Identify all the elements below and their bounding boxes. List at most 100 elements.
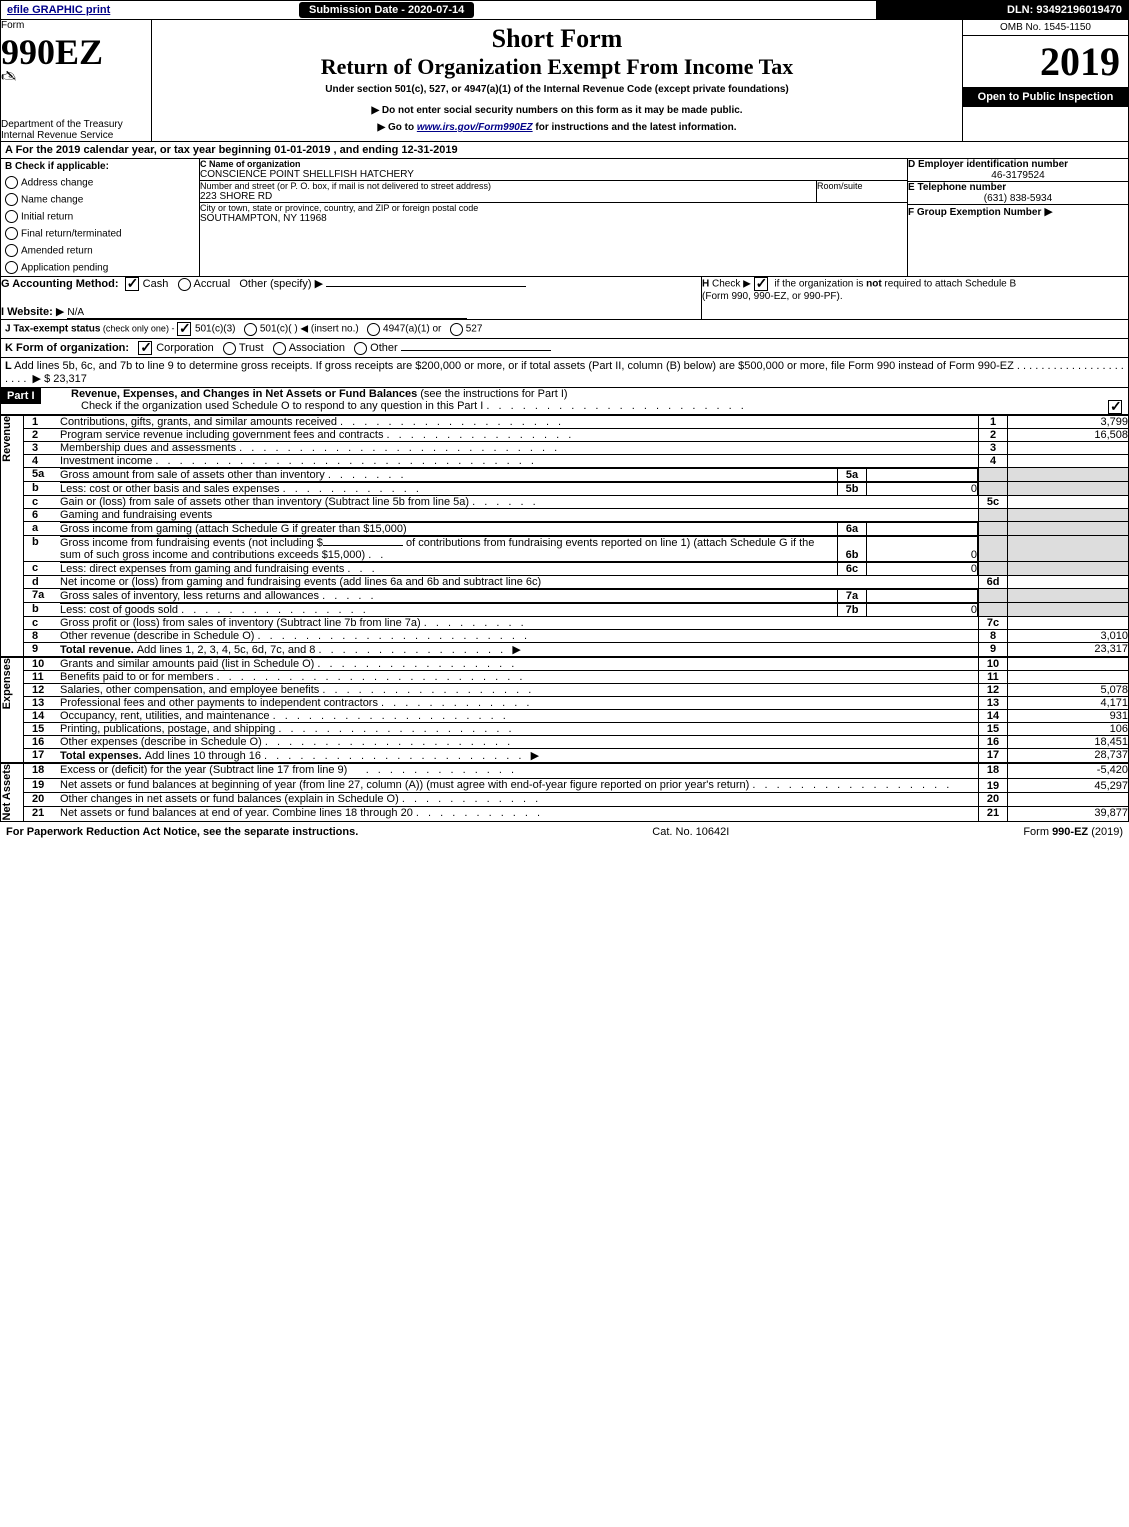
initial-return-radio[interactable] xyxy=(5,210,18,223)
F-label: F Group Exemption Number xyxy=(908,207,1041,218)
line-21-value: 39,877 xyxy=(1008,807,1129,821)
L-amount: $ 23,317 xyxy=(44,373,87,385)
amended-return-radio[interactable] xyxy=(5,244,18,257)
street-value: 223 SHORE RD xyxy=(200,191,816,202)
irs-label: Internal Revenue Service xyxy=(1,130,151,141)
opt-name-change: Name change xyxy=(21,194,83,205)
part-1-header: Part I Revenue, Expenses, and Changes in… xyxy=(1,388,1128,415)
netassets-section-label: Net Assets xyxy=(1,764,13,820)
j-501c3-checkbox[interactable] xyxy=(177,322,191,336)
opt-address-change: Address change xyxy=(21,177,93,188)
H-label: H xyxy=(702,279,709,290)
short-form-title: Short Form xyxy=(160,24,954,54)
revenue-section-label: Revenue xyxy=(1,416,13,462)
line-16-value: 18,451 xyxy=(1008,736,1129,749)
other-label: Other (specify) xyxy=(239,278,311,290)
address-change-radio[interactable] xyxy=(5,176,18,189)
E-label: E Telephone number xyxy=(908,182,1128,193)
line-17-value: 28,737 xyxy=(1008,749,1129,764)
note-no-ssn: ▶ Do not enter social security numbers o… xyxy=(160,105,954,116)
line-5b-value: 0 xyxy=(867,483,978,496)
submission-date-button[interactable]: Submission Date - 2020-07-14 xyxy=(299,2,474,18)
line-9-value: 23,317 xyxy=(1008,643,1129,657)
row-GH: G Accounting Method: Cash Accrual Other … xyxy=(1,277,1128,320)
final-return-radio[interactable] xyxy=(5,227,18,240)
line-7b-value: 0 xyxy=(867,604,978,617)
note-goto: ▶ Go to www.irs.gov/Form990EZ for instru… xyxy=(160,122,954,133)
room-label: Room/suite xyxy=(817,181,907,191)
row-K: K Form of organization: Corporation Trus… xyxy=(1,339,1128,358)
open-to-public: Open to Public Inspection xyxy=(963,87,1128,107)
H-checkbox[interactable] xyxy=(754,277,768,291)
row-J: J Tax-exempt status (check only one) - 5… xyxy=(1,320,1128,339)
line-13-value: 4,171 xyxy=(1008,697,1129,710)
H-subtext: (Form 990, 990-EZ, or 990-PF). xyxy=(702,291,1128,302)
line-1-value: 3,799 xyxy=(1008,416,1129,429)
line-2-value: 16,508 xyxy=(1008,429,1129,442)
application-pending-radio[interactable] xyxy=(5,261,18,274)
line-8-value: 3,010 xyxy=(1008,630,1129,643)
B-label: B Check if applicable: xyxy=(5,161,195,172)
page-footer: For Paperwork Reduction Act Notice, see … xyxy=(0,822,1129,842)
j-527-radio[interactable] xyxy=(450,323,463,336)
row-L: L Add lines 5b, 6c, and 7b to line 9 to … xyxy=(1,358,1128,388)
row-A: A For the 2019 calendar year, or tax yea… xyxy=(1,142,1128,159)
opt-initial-return: Initial return xyxy=(21,211,73,222)
line-12-value: 5,078 xyxy=(1008,684,1129,697)
G-label: G Accounting Method: xyxy=(1,278,119,290)
k-other-input[interactable] xyxy=(401,350,551,351)
main-title: Return of Organization Exempt From Incom… xyxy=(160,54,954,80)
form-word: Form xyxy=(1,20,151,31)
financial-lines-table: Revenue 1 Contributions, gifts, grants, … xyxy=(1,415,1128,820)
footer-right: Form 990-EZ (2019) xyxy=(1023,826,1123,838)
form-year: 2019 xyxy=(963,36,1128,87)
j-4947-radio[interactable] xyxy=(367,323,380,336)
j-501c-radio[interactable] xyxy=(244,323,257,336)
part-1-tab: Part I xyxy=(1,388,41,404)
org-name: CONSCIENCE POINT SHELLFISH HATCHERY xyxy=(200,169,907,180)
D-label: D Employer identification number xyxy=(908,159,1128,170)
I-label: I Website: xyxy=(1,306,56,318)
opt-amended-return: Amended return xyxy=(21,245,93,256)
footer-left: For Paperwork Reduction Act Notice, see … xyxy=(6,826,358,838)
cash-checkbox[interactable] xyxy=(125,277,139,291)
k-corp-checkbox[interactable] xyxy=(138,341,152,355)
street-label: Number and street (or P. O. box, if mail… xyxy=(200,181,816,191)
efile-link[interactable]: efile GRAPHIC print xyxy=(7,4,110,16)
opt-application-pending: Application pending xyxy=(21,262,108,273)
line-18-value: -5,420 xyxy=(1008,763,1129,778)
phone-value: (631) 838-5934 xyxy=(908,193,1128,204)
dln-value: 93492196019470 xyxy=(1036,4,1122,16)
city-label: City or town, state or province, country… xyxy=(200,203,907,213)
dln-label: DLN: xyxy=(1007,4,1036,16)
name-change-radio[interactable] xyxy=(5,193,18,206)
cash-label: Cash xyxy=(143,278,169,290)
accrual-radio[interactable] xyxy=(178,278,191,291)
line-6b-value: 0 xyxy=(867,537,978,562)
dept-treasury: Department of the Treasury xyxy=(1,119,151,130)
line-15-value: 106 xyxy=(1008,723,1129,736)
line-19-value: 45,297 xyxy=(1008,778,1129,792)
subtitle: Under section 501(c), 527, or 4947(a)(1)… xyxy=(160,84,954,95)
k-other-radio[interactable] xyxy=(354,342,367,355)
website-value: N/A xyxy=(67,307,467,319)
F-arrow: ▶ xyxy=(1044,206,1052,218)
k-assoc-radio[interactable] xyxy=(273,342,286,355)
footer-mid: Cat. No. 10642I xyxy=(652,826,729,838)
omb-number: OMB No. 1545-1150 xyxy=(963,20,1128,36)
city-value: SOUTHAMPTON, NY 11968 xyxy=(200,213,907,224)
top-meta-bar: efile GRAPHIC print Submission Date - 20… xyxy=(1,1,1128,20)
other-specify-input[interactable] xyxy=(326,286,526,287)
accrual-label: Accrual xyxy=(194,278,231,290)
schedule-o-checkbox[interactable] xyxy=(1108,400,1122,414)
C-label: C Name of organization xyxy=(200,159,907,169)
form-header: Form 990EZ 🖎 Department of the Treasury … xyxy=(1,20,1128,142)
opt-final-return: Final return/terminated xyxy=(21,228,122,239)
irs-link[interactable]: www.irs.gov/Form990EZ xyxy=(417,122,533,133)
expenses-section-label: Expenses xyxy=(1,658,13,709)
line-6b-blank[interactable] xyxy=(323,545,403,546)
line-14-value: 931 xyxy=(1008,710,1129,723)
k-trust-radio[interactable] xyxy=(223,342,236,355)
line-6c-value: 0 xyxy=(867,563,978,576)
identity-grid: B Check if applicable: Address change Na… xyxy=(1,159,1128,277)
